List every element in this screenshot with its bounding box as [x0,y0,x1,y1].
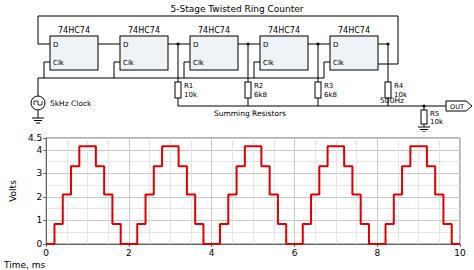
svg-text:OUT: OUT [450,103,464,111]
svg-text:6k8: 6k8 [254,91,267,99]
svg-text:Clk: Clk [53,59,65,67]
svg-text:D: D [123,41,128,49]
svg-text:10k: 10k [184,91,198,99]
svg-text:R2: R2 [254,82,263,90]
svg-text:Clk: Clk [263,59,275,67]
svg-text:D: D [193,41,198,49]
svg-text:4.5: 4.5 [28,133,42,143]
svg-text:D: D [53,41,58,49]
svg-text:R1: R1 [184,82,193,90]
svg-text:Clk: Clk [193,59,205,67]
svg-text:Clk: Clk [123,59,135,67]
svg-text:74HC74: 74HC74 [128,26,160,35]
svg-text:5kHz Clock: 5kHz Clock [50,99,92,108]
svg-text:74HC74: 74HC74 [58,26,90,35]
svg-text:R3: R3 [324,82,333,90]
svg-text:4: 4 [209,248,215,258]
svg-text:Time, ms: Time, ms [3,260,46,270]
svg-text:10k: 10k [430,118,444,126]
svg-text:Volts: Volts [8,180,18,202]
svg-text:3: 3 [36,168,42,178]
svg-text:5-Stage Twisted Ring Counter: 5-Stage Twisted Ring Counter [170,4,303,14]
svg-text:74HC74: 74HC74 [338,26,370,35]
svg-text:2: 2 [126,248,132,258]
svg-text:Summing Resistors: Summing Resistors [214,109,286,118]
svg-text:500Hz: 500Hz [380,96,404,105]
svg-text:Clk: Clk [333,59,345,67]
svg-text:4: 4 [36,145,42,155]
svg-text:6: 6 [292,248,298,258]
svg-text:6k8: 6k8 [324,91,337,99]
svg-text:R4: R4 [394,82,404,90]
svg-text:R5: R5 [430,110,439,118]
svg-text:0: 0 [43,248,49,258]
svg-text:0: 0 [36,239,42,249]
svg-text:74HC74: 74HC74 [268,26,300,35]
svg-text:8: 8 [374,248,380,258]
svg-text:D: D [333,41,338,49]
svg-text:1: 1 [36,215,42,225]
svg-text:10: 10 [454,248,466,258]
svg-text:74HC74: 74HC74 [198,26,230,35]
svg-text:10k: 10k [394,91,407,99]
svg-text:2: 2 [36,192,42,202]
svg-text:D: D [263,41,268,49]
